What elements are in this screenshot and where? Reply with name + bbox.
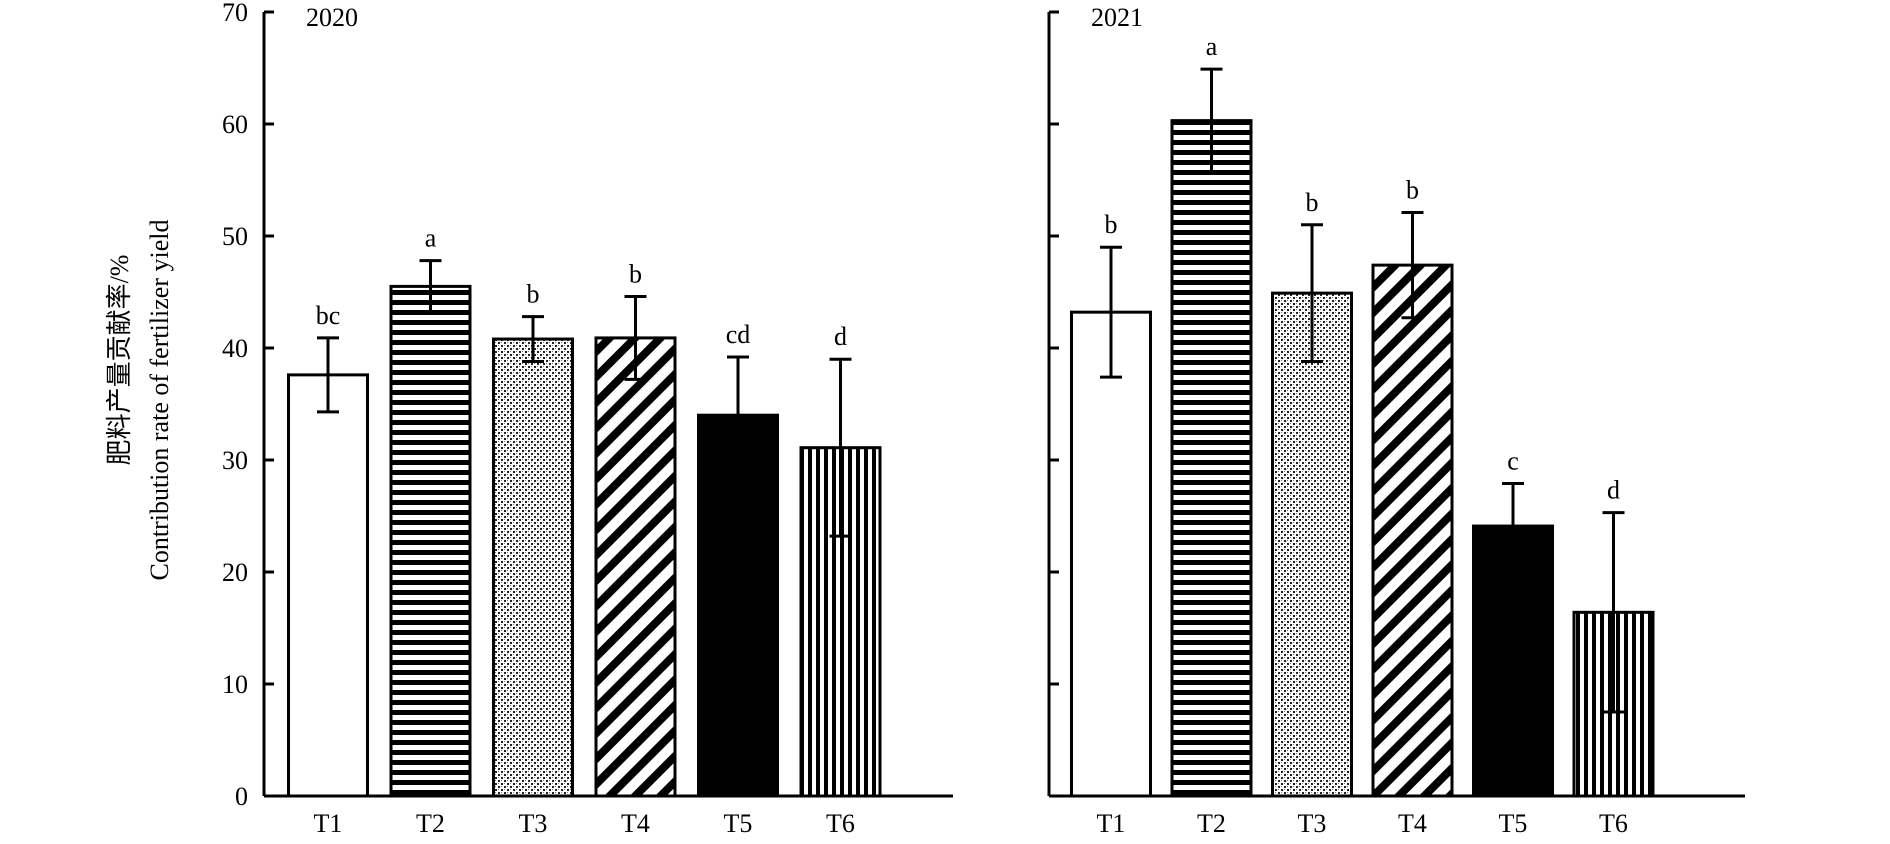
bar-T1 (287, 373, 369, 798)
x-tick-label: T1 (1097, 809, 1126, 838)
significance-label: c (1507, 447, 1519, 476)
x-tick-label: T2 (1197, 809, 1226, 838)
bar-T5 (697, 413, 779, 798)
y-axis-title-en: Contribution rate of fertilizer yield (145, 220, 174, 581)
y-tick-label: 30 (222, 446, 248, 475)
x-tick-label: T6 (826, 809, 855, 838)
x-tick-label: T3 (1298, 809, 1327, 838)
x-tick-label: T4 (1398, 809, 1427, 838)
panel-label: 2020 (306, 3, 358, 32)
x-tick-label: T4 (621, 809, 650, 838)
significance-label: b (1406, 175, 1419, 204)
significance-label: cd (726, 320, 751, 349)
y-tick-label: 40 (222, 334, 248, 363)
significance-label: a (425, 224, 437, 253)
significance-label: b (629, 259, 642, 288)
significance-label: d (1607, 476, 1620, 505)
y-axis-title-cn: 肥料产量贡献率/% (105, 255, 134, 466)
y-axis-title: 肥料产量贡献率/% Contribution rate of fertilize… (105, 220, 174, 581)
y-tick-label: 60 (222, 110, 248, 139)
y-tick-label: 50 (222, 222, 248, 251)
panel-label: 2021 (1091, 3, 1143, 32)
bar-T2 (389, 284, 472, 798)
bar-T3 (492, 337, 574, 798)
x-tick-label: T1 (314, 809, 343, 838)
x-tick-label: T2 (416, 809, 445, 838)
significance-label: b (1306, 188, 1319, 217)
y-tick-label: 0 (235, 782, 248, 811)
bar-T4 (1371, 263, 1454, 798)
y-tick-label: 10 (222, 670, 248, 699)
y-tick-label: 70 (222, 0, 248, 27)
x-tick-label: T5 (1499, 809, 1528, 838)
x-tick-label: T3 (519, 809, 548, 838)
bar-T1 (1070, 310, 1152, 798)
y-tick-label: 20 (222, 558, 248, 587)
bar-T3 (1271, 291, 1353, 798)
bar-T2 (1170, 119, 1253, 798)
bar-T4 (594, 336, 677, 798)
panel-2021: 2021 b T1 a T2 b T3 b T4 c T5 d T6 (1047, 3, 1745, 838)
significance-label: bc (316, 301, 341, 330)
significance-label: b (527, 280, 540, 309)
x-tick-label: T5 (724, 809, 753, 838)
significance-label: d (834, 322, 847, 351)
bar-T5 (1472, 524, 1554, 798)
significance-label: a (1206, 32, 1218, 61)
significance-label: b (1105, 210, 1118, 239)
x-tick-label: T6 (1599, 809, 1628, 838)
panel-2020: 0 10 20 30 40 50 60 70 2020 bc T1 a T2 b T3 b T4 cd T5 d T6 (222, 0, 953, 838)
